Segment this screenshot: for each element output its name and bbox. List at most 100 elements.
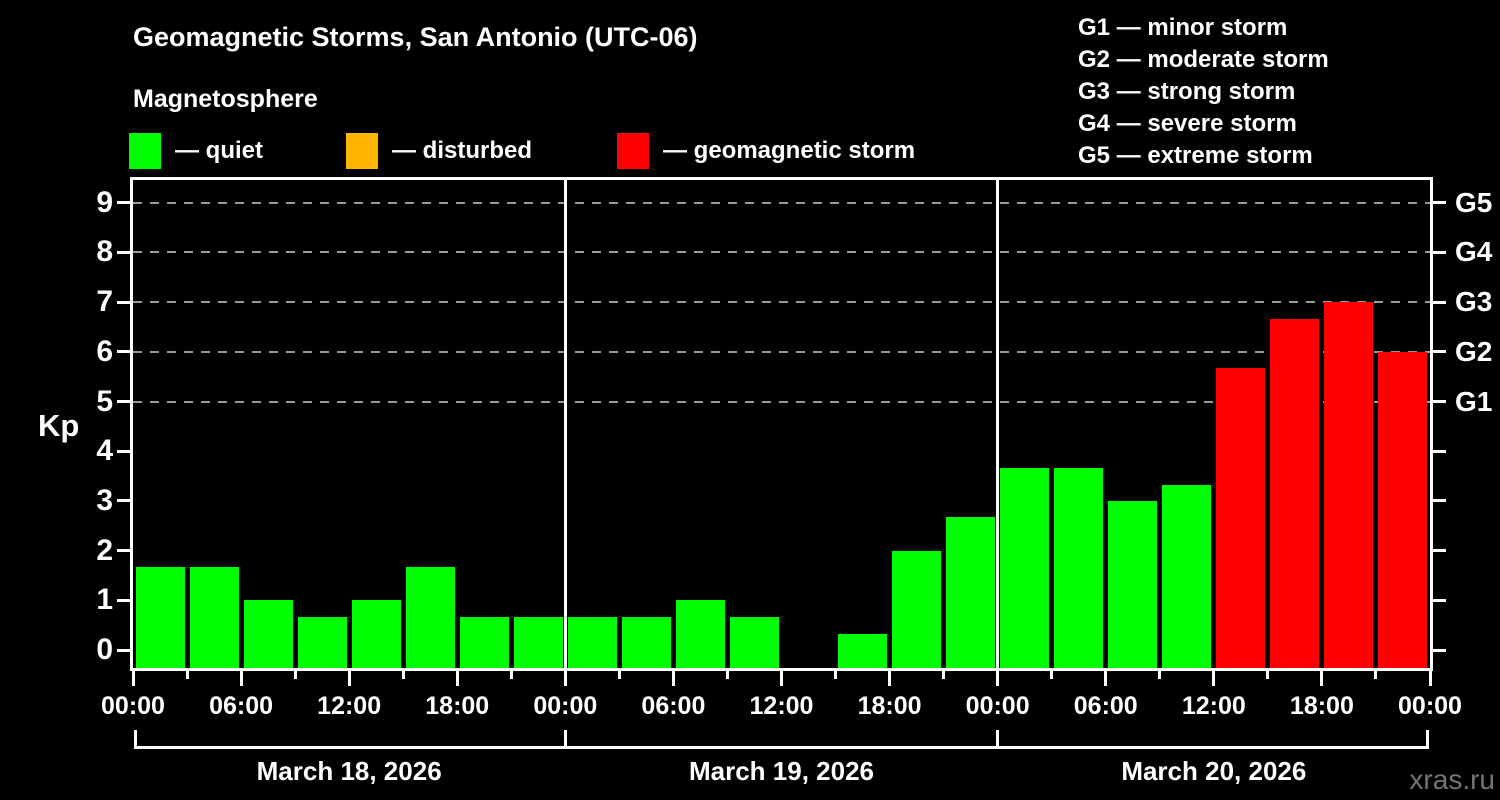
x-axis-major-tick <box>1428 671 1432 686</box>
right-axis-tick <box>1433 449 1446 453</box>
kp-bar <box>189 567 239 668</box>
gridline-kp-8 <box>133 251 1430 254</box>
plot-area <box>133 180 1430 668</box>
day-bracket-line <box>134 746 1427 749</box>
x-axis-major-tick <box>671 671 675 686</box>
plot-frame <box>130 177 1433 671</box>
x-axis-major-tick <box>888 671 892 686</box>
y-axis-title: Kp <box>38 408 80 443</box>
kp-bar <box>1108 500 1158 668</box>
x-axis-minor-tick <box>834 671 838 679</box>
day-separator <box>563 180 567 668</box>
x-axis-minor-tick <box>1374 671 1378 679</box>
x-tick-label: 00:00 <box>965 692 1030 720</box>
legend-swatch-disturbed <box>346 133 378 169</box>
x-tick-label: 06:00 <box>209 692 274 720</box>
x-axis-major-tick <box>239 671 243 686</box>
x-axis-major-tick <box>455 671 459 686</box>
watermark: xras.ru <box>1409 764 1495 795</box>
y-tick-label: 7 <box>96 285 113 319</box>
g-level-label: G2 <box>1455 335 1493 367</box>
kp-bar <box>1324 302 1374 668</box>
x-axis-major-tick <box>347 671 351 686</box>
date-label: March 18, 2026 <box>256 756 442 786</box>
kp-bar <box>1270 318 1320 668</box>
gridline-kp-5 <box>133 400 1430 403</box>
right-axis-tick <box>1433 598 1446 602</box>
kp-bar <box>135 567 185 668</box>
kp-bar <box>729 616 779 668</box>
y-axis-tick <box>117 549 130 553</box>
x-tick-label: 12:00 <box>317 692 382 720</box>
y-tick-label: 2 <box>96 533 113 567</box>
kp-bar <box>1216 368 1266 668</box>
y-tick-label: 6 <box>96 334 113 368</box>
x-tick-label: 06:00 <box>641 692 706 720</box>
x-axis-minor-tick <box>185 671 189 679</box>
g-scale-line: G2 — moderate storm <box>1078 46 1329 73</box>
legend-label: — disturbed <box>392 137 533 164</box>
g-scale-legend: G1 — minor storm G2 — moderate storm G3 — … <box>1078 12 1329 172</box>
y-tick-label: 8 <box>96 235 113 269</box>
x-axis-major-tick <box>1212 671 1216 686</box>
right-axis-tick <box>1433 300 1446 304</box>
gridline-kp-6 <box>133 350 1430 353</box>
x-axis-minor-tick <box>509 671 513 679</box>
x-tick-label: 18:00 <box>425 692 490 720</box>
kp-bar <box>1054 467 1104 668</box>
legend-item-quiet: — quiet <box>129 132 263 170</box>
x-axis-minor-tick <box>1266 671 1270 679</box>
kp-bar <box>1378 351 1428 668</box>
kp-bar <box>459 616 509 668</box>
legend-label: — quiet <box>175 137 263 164</box>
page-title: Geomagnetic Storms, San Antonio (UTC-06) <box>133 22 698 52</box>
x-axis-minor-tick <box>617 671 621 679</box>
x-tick-label: 00:00 <box>1398 692 1462 720</box>
right-axis-tick <box>1433 499 1446 503</box>
y-axis-tick <box>117 201 130 205</box>
x-tick-label: 06:00 <box>1073 692 1138 720</box>
x-axis-minor-tick <box>1050 671 1054 679</box>
x-axis-minor-tick <box>1158 671 1162 679</box>
right-axis-tick <box>1433 400 1446 403</box>
kp-bar <box>243 600 293 668</box>
legend-swatch-geomagnetic-storm <box>617 133 649 169</box>
kp-bar <box>892 550 942 668</box>
g-level-label: G1 <box>1455 385 1493 417</box>
y-axis-tick <box>117 449 130 453</box>
x-axis-major-tick <box>131 671 135 686</box>
x-axis-major-tick <box>780 671 783 686</box>
x-tick-label: 00:00 <box>101 692 165 720</box>
kp-bar <box>513 616 563 668</box>
g-scale-line: G4 — severe storm <box>1078 110 1297 137</box>
x-tick-label: 18:00 <box>1289 692 1354 720</box>
right-axis-tick <box>1433 648 1446 652</box>
x-tick-label: 18:00 <box>857 692 922 720</box>
y-axis-tick <box>117 598 130 602</box>
kp-bar <box>1000 467 1050 668</box>
x-axis-minor-tick <box>725 671 729 679</box>
x-axis-major-tick <box>1320 671 1324 686</box>
kp-color-legend: — quiet — disturbed — geomagnetic storm <box>0 132 1000 170</box>
right-axis-tick <box>1433 350 1446 354</box>
y-tick-label: 0 <box>96 633 113 666</box>
legend-swatch-quiet <box>129 133 161 169</box>
kp-bar <box>297 616 347 668</box>
y-tick-label: 9 <box>96 185 113 219</box>
x-axis-major-tick <box>563 671 567 686</box>
x-tick-label: 00:00 <box>533 692 598 720</box>
legend-label: — geomagnetic storm <box>663 137 916 164</box>
g-level-label: G3 <box>1455 286 1493 318</box>
kp-bar <box>405 567 455 668</box>
g-scale-line: G3 — strong storm <box>1078 78 1296 105</box>
right-axis-tick <box>1433 250 1446 254</box>
y-tick-label: 1 <box>96 583 113 617</box>
y-axis-tick <box>117 350 130 354</box>
g-scale-line: G5 — extreme storm <box>1078 142 1313 169</box>
chart-subtitle: Magnetosphere <box>133 85 318 113</box>
y-axis-tick <box>117 499 130 503</box>
x-axis-major-tick <box>996 671 1000 686</box>
g-level-label: G4 <box>1455 236 1493 268</box>
kp-bar <box>838 633 888 668</box>
